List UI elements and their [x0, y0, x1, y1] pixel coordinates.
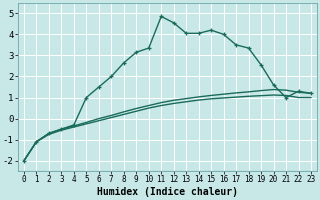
X-axis label: Humidex (Indice chaleur): Humidex (Indice chaleur) [97, 187, 238, 197]
